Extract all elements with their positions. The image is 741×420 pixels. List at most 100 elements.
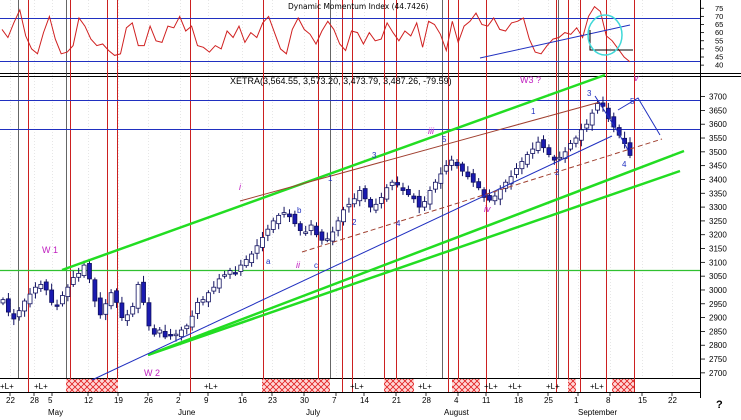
candle-body [200, 299, 206, 303]
candle-body [460, 163, 465, 172]
y-tick-label: 3250 [709, 217, 727, 226]
x-day-label: 28 [422, 396, 431, 405]
y-tick-label: 3650 [709, 106, 727, 115]
candle-body [22, 300, 28, 312]
y-tick-label: 2850 [709, 327, 727, 336]
y-tick-label: 3100 [709, 258, 727, 267]
candle-body [497, 188, 503, 200]
candle-body [351, 198, 357, 205]
candle-body [589, 112, 595, 126]
candle-body [487, 195, 492, 201]
candle-body [49, 289, 55, 303]
hatch-block [66, 379, 118, 392]
wave-label: 4 [396, 219, 401, 228]
candle-body [54, 304, 60, 307]
osc-tick-label: 70 [715, 12, 723, 21]
y-tick-label: 3700 [709, 93, 727, 102]
x-month-label: July [306, 408, 320, 417]
candle-body [492, 195, 498, 202]
y-tick-label: 3600 [709, 120, 727, 129]
candle-body [303, 231, 309, 234]
osc-tick-label: 65 [715, 20, 723, 29]
wave-label: 2 [352, 218, 357, 227]
wave-label: iii [428, 126, 435, 136]
candle-body [535, 141, 541, 151]
candle-body [211, 286, 217, 292]
candle-body [519, 161, 525, 170]
wave-label: ? [716, 399, 723, 411]
candle-body [173, 333, 179, 337]
candle-body [314, 225, 319, 236]
x-day-label: 22 [6, 396, 15, 405]
candle-body [514, 168, 519, 175]
wave-label: a [266, 257, 271, 266]
candle-body [249, 253, 255, 264]
candle-body [324, 238, 330, 241]
candle-body [400, 187, 406, 191]
candle-body [276, 214, 282, 225]
candle-body [330, 231, 336, 242]
candle-body [70, 277, 76, 285]
wave-label: W 1 [42, 245, 58, 255]
candle-body [395, 182, 400, 186]
osc-tick-label: 40 [715, 61, 723, 70]
osc-tick-label: 55 [715, 36, 723, 45]
y-tick-label: 3200 [709, 231, 727, 240]
candle-body [141, 281, 146, 303]
candle-body [335, 220, 341, 231]
x-month-label: June [178, 408, 196, 417]
y-tick-label: 3350 [709, 189, 727, 198]
x-day-label: 21 [392, 396, 401, 405]
y-tick-label: 2700 [709, 369, 727, 378]
wave-label: iv [484, 204, 491, 214]
osc-line [1, 5, 631, 63]
x-day-label: 22 [668, 396, 677, 405]
x-day-label: 9 [204, 396, 209, 405]
x-day-label: 26 [144, 396, 153, 405]
x-day-label: 8 [606, 396, 611, 405]
candle-body [238, 264, 244, 272]
candle-body [81, 264, 87, 277]
channel-lower-2 [147, 169, 681, 357]
candle-body [297, 223, 303, 231]
candle-body [551, 156, 557, 161]
candle-body [292, 213, 298, 225]
candle-body [260, 237, 265, 248]
candle-body [243, 259, 249, 267]
candle-body [130, 306, 136, 315]
wave-label: 1 [531, 107, 536, 116]
hatch-block [384, 379, 414, 392]
candle-body [103, 303, 109, 315]
brown-trendline [239, 101, 601, 202]
candle-body [114, 290, 119, 303]
x-day-label: 15 [638, 396, 647, 405]
wave-label: c [314, 261, 318, 270]
candle-body [227, 270, 233, 275]
candle-body [346, 203, 352, 208]
projection-path-2 [617, 97, 661, 136]
wave-label: v [634, 73, 639, 83]
candle-body [92, 279, 98, 302]
candle-body [178, 329, 184, 338]
candle-body [287, 213, 292, 218]
osc-tick-label: 45 [715, 53, 723, 62]
candle-body [584, 123, 590, 129]
candle-body [595, 103, 600, 111]
hatch-block [452, 379, 480, 392]
candle-body [205, 292, 211, 303]
x-day-label: 2 [176, 396, 181, 405]
y-tick-label: 2900 [709, 314, 727, 323]
y-tick-label: 3300 [709, 203, 727, 212]
x-month-label: August [444, 408, 470, 417]
tag-label: +L+ [350, 382, 364, 391]
x-day-label: 19 [114, 396, 123, 405]
wave-label: 3 [587, 89, 592, 98]
projection-path [594, 95, 629, 151]
candle-body [416, 195, 422, 208]
wave-label: 5 [442, 135, 447, 144]
osc-trendline [479, 24, 631, 59]
candle-body [405, 189, 411, 196]
candle-body [384, 187, 390, 200]
candle-body [157, 329, 163, 334]
